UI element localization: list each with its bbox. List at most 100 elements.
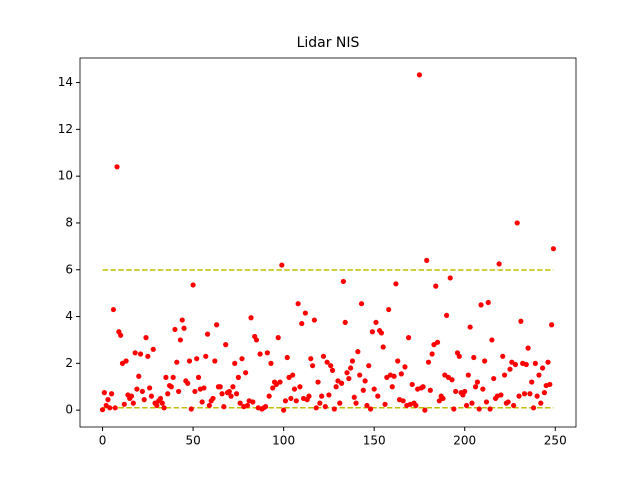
point bbox=[239, 356, 245, 362]
point bbox=[293, 398, 299, 404]
point bbox=[190, 282, 196, 288]
point bbox=[237, 400, 243, 406]
point bbox=[128, 393, 135, 399]
point bbox=[422, 407, 428, 413]
point bbox=[253, 337, 260, 343]
point bbox=[375, 393, 381, 399]
point bbox=[491, 375, 497, 382]
point bbox=[512, 361, 519, 368]
point bbox=[319, 393, 325, 399]
point bbox=[331, 406, 337, 412]
point bbox=[291, 386, 298, 392]
point bbox=[462, 388, 468, 395]
point bbox=[355, 349, 361, 355]
point bbox=[371, 386, 377, 392]
point bbox=[165, 391, 171, 397]
point bbox=[348, 365, 354, 371]
point bbox=[511, 402, 517, 409]
point bbox=[382, 401, 388, 407]
point bbox=[453, 388, 459, 395]
point bbox=[498, 392, 504, 398]
point bbox=[219, 391, 225, 397]
chart-title: Lidar NIS bbox=[297, 35, 360, 51]
point bbox=[549, 322, 555, 328]
point bbox=[444, 312, 450, 318]
point bbox=[514, 220, 520, 226]
x-tick-label: 50 bbox=[185, 434, 200, 448]
point bbox=[233, 391, 240, 397]
point bbox=[130, 400, 136, 406]
point bbox=[346, 375, 352, 382]
point bbox=[340, 278, 346, 285]
point bbox=[177, 337, 184, 343]
point bbox=[179, 317, 185, 323]
point bbox=[226, 388, 232, 395]
point bbox=[143, 335, 149, 341]
point bbox=[351, 394, 357, 400]
y-tick-label: 14 bbox=[58, 75, 73, 89]
point bbox=[467, 324, 473, 330]
point bbox=[333, 384, 339, 390]
point bbox=[386, 306, 392, 313]
point bbox=[228, 393, 234, 399]
point bbox=[147, 385, 153, 391]
point bbox=[393, 281, 399, 287]
point bbox=[367, 406, 374, 412]
point bbox=[262, 404, 269, 410]
point bbox=[306, 393, 312, 399]
point bbox=[118, 332, 124, 338]
point bbox=[257, 351, 263, 357]
point bbox=[235, 374, 241, 380]
point bbox=[139, 388, 145, 395]
point bbox=[405, 335, 412, 341]
y-tick-label: 0 bbox=[65, 403, 73, 417]
point bbox=[248, 315, 254, 321]
point bbox=[161, 405, 167, 411]
point bbox=[485, 299, 491, 306]
point bbox=[176, 388, 182, 395]
point bbox=[358, 301, 365, 307]
point bbox=[416, 72, 423, 78]
point bbox=[204, 331, 211, 337]
point bbox=[425, 359, 432, 365]
point bbox=[463, 402, 470, 409]
point bbox=[206, 402, 212, 409]
x-tick-label: 200 bbox=[453, 434, 476, 448]
point bbox=[369, 329, 375, 335]
point bbox=[465, 372, 471, 378]
point bbox=[451, 406, 457, 412]
point bbox=[311, 317, 318, 323]
y-tick-label: 4 bbox=[65, 309, 73, 323]
point bbox=[342, 319, 348, 326]
y-tick-label: 12 bbox=[58, 122, 73, 136]
point bbox=[154, 402, 160, 409]
point bbox=[108, 391, 115, 397]
point bbox=[134, 386, 140, 392]
point bbox=[395, 358, 401, 364]
point bbox=[282, 398, 289, 404]
point bbox=[487, 406, 493, 412]
point bbox=[137, 351, 144, 357]
point bbox=[264, 350, 270, 356]
point bbox=[547, 381, 553, 388]
point bbox=[159, 400, 165, 406]
point bbox=[530, 405, 537, 411]
point bbox=[344, 370, 350, 376]
x-tick-label: 0 bbox=[99, 434, 107, 448]
point bbox=[362, 378, 368, 384]
point bbox=[424, 257, 430, 264]
point bbox=[322, 404, 328, 410]
point bbox=[284, 354, 290, 361]
point bbox=[516, 393, 522, 399]
point bbox=[150, 346, 156, 352]
point bbox=[400, 398, 406, 404]
point bbox=[266, 393, 272, 399]
point bbox=[469, 400, 475, 406]
point bbox=[185, 380, 191, 386]
point bbox=[310, 363, 316, 369]
point bbox=[210, 395, 216, 402]
x-tick-label: 150 bbox=[363, 434, 386, 448]
point bbox=[398, 371, 404, 377]
point bbox=[181, 325, 187, 331]
